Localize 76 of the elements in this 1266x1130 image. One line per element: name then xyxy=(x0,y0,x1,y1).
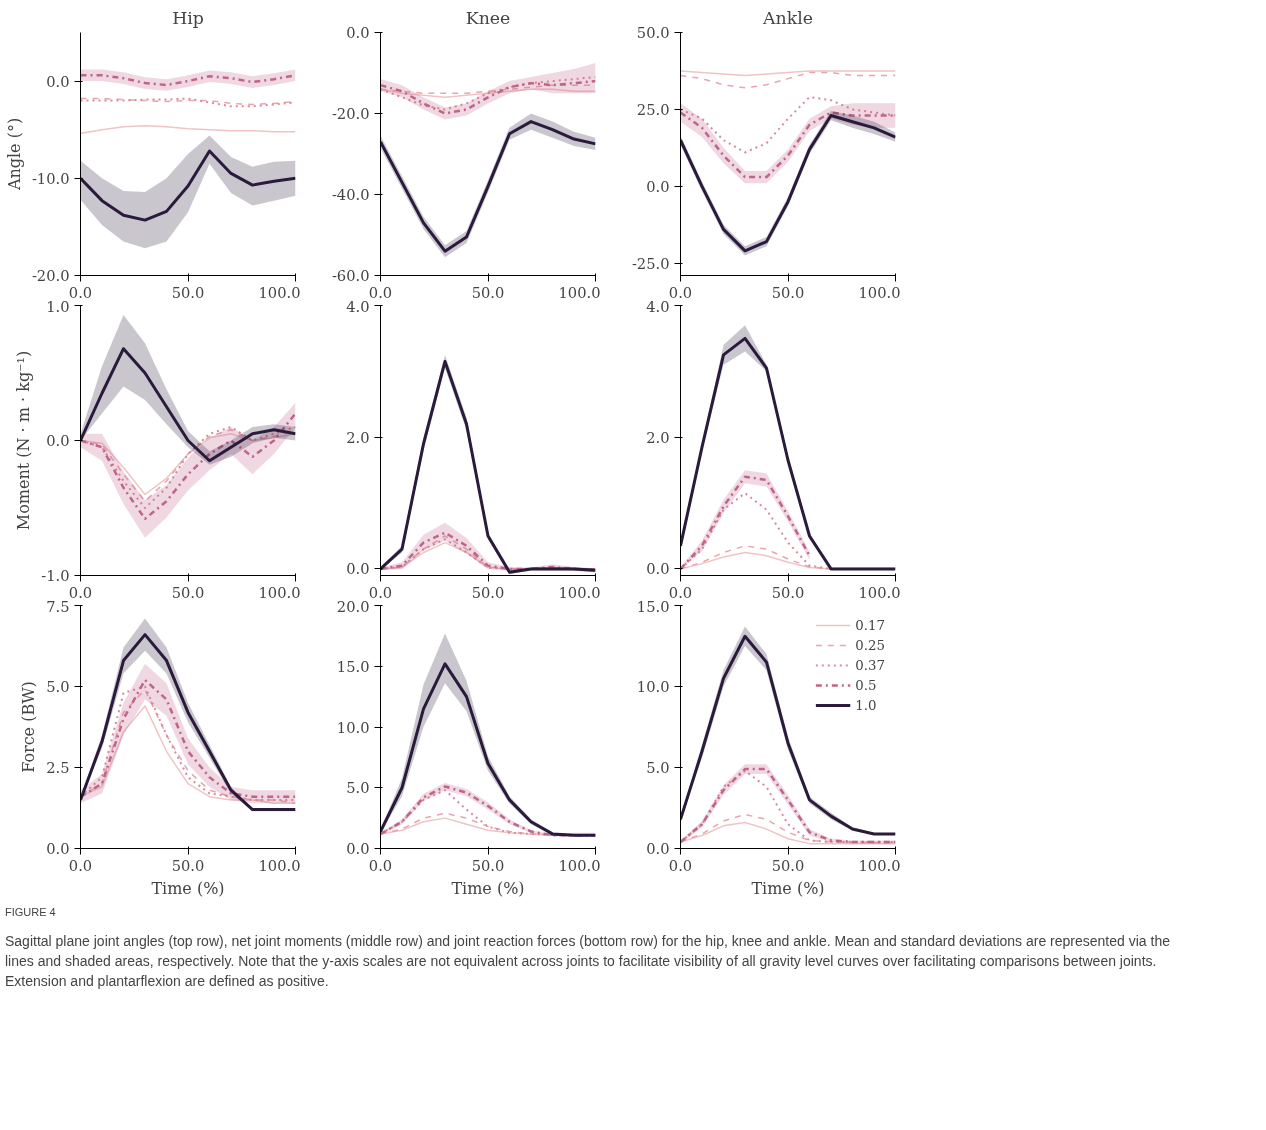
x-tick-label: 100.0 xyxy=(858,856,901,874)
x-tick-label: 0.0 xyxy=(668,283,693,301)
y-tick-label: 2.5 xyxy=(46,759,70,776)
x-tick-label: 100.0 xyxy=(258,583,301,601)
chart-title: Hip xyxy=(172,7,204,28)
legend-label: 0.37 xyxy=(855,657,885,673)
x-tick-label: 0.0 xyxy=(68,283,93,301)
x-tick-label: 50.0 xyxy=(171,283,205,301)
x-tick-label: 100.0 xyxy=(558,583,601,601)
y-tick-label: -1.0 xyxy=(41,567,70,584)
x-tick-label: 0.0 xyxy=(368,583,393,601)
y-tick-label: 5.0 xyxy=(46,678,70,695)
y-tick-label: 4.0 xyxy=(646,297,670,315)
y-tick-label: 15.0 xyxy=(336,657,370,675)
x-tick-label: 100.0 xyxy=(858,583,901,601)
caption: FIGURE 4 xyxy=(5,905,56,920)
x-tick-label: 0.0 xyxy=(68,856,93,874)
x-tick-label: 0.0 xyxy=(668,856,693,874)
y-tick-label: 0.0 xyxy=(346,840,370,857)
x-tick-label: 50.0 xyxy=(171,856,205,874)
x-tick-label: 0.0 xyxy=(668,583,693,601)
x-tick-label: 50.0 xyxy=(471,583,505,601)
y-tick-label: 0.0 xyxy=(646,560,670,578)
x-axis-title: Time (%) xyxy=(451,878,525,898)
legend-label: 0.5 xyxy=(855,677,877,693)
x-tick-label: 100.0 xyxy=(258,856,301,874)
x-tick-label: 50.0 xyxy=(771,283,805,301)
legend-label: 0.17 xyxy=(855,617,885,633)
y-tick-label: 7.5 xyxy=(46,597,70,615)
y-axis-title: Moment (N · m · kg⁻¹) xyxy=(14,350,34,531)
y-tick-label: 2.0 xyxy=(646,428,670,446)
y-tick-label: 0.0 xyxy=(346,560,370,578)
x-axis-title: Time (%) xyxy=(751,878,825,898)
y-tick-label: 1.0 xyxy=(46,297,70,315)
y-tick-label: 0.0 xyxy=(46,840,70,857)
x-tick-label: 50.0 xyxy=(471,283,505,301)
y-tick-label: 5.0 xyxy=(646,759,670,776)
chart-title: Knee xyxy=(465,7,511,28)
x-tick-label: 50.0 xyxy=(771,583,805,601)
y-tick-label: 50.0 xyxy=(636,24,670,41)
y-tick-label: 0.0 xyxy=(646,177,670,195)
y-tick-label: 15.0 xyxy=(636,597,670,615)
x-tick-label: 50.0 xyxy=(171,583,205,601)
y-tick-label: 0.0 xyxy=(646,840,670,857)
y-tick-label: 20.0 xyxy=(336,597,370,615)
y-tick-label: 10.0 xyxy=(336,718,370,736)
y-tick-label: 0.0 xyxy=(346,24,370,41)
y-tick-label: -25.0 xyxy=(631,254,670,272)
y-tick-label: -20.0 xyxy=(31,267,70,284)
legend-label: 1.0 xyxy=(855,697,877,713)
legend-label: 0.25 xyxy=(855,637,885,653)
y-tick-label: 0.0 xyxy=(46,72,70,90)
y-axis-title: Angle (°) xyxy=(4,117,24,192)
y-tick-label: 0.0 xyxy=(46,432,70,449)
y-tick-label: 10.0 xyxy=(636,678,670,695)
y-tick-label: 5.0 xyxy=(346,779,370,797)
x-tick-label: 0.0 xyxy=(368,283,393,301)
x-tick-label: 0.0 xyxy=(368,856,393,874)
y-tick-label: -40.0 xyxy=(331,186,370,203)
x-tick-label: 50.0 xyxy=(471,856,505,874)
y-tick-label: -10.0 xyxy=(31,169,70,187)
y-axis-title: Force (BW) xyxy=(19,681,39,773)
x-tick-label: 50.0 xyxy=(771,856,805,874)
chart-title: Ankle xyxy=(762,7,813,28)
x-tick-label: 0.0 xyxy=(68,583,93,601)
y-tick-label: 2.0 xyxy=(346,428,370,446)
y-tick-label: 4.0 xyxy=(346,297,370,315)
y-tick-label: -20.0 xyxy=(331,105,370,122)
y-tick-label: 25.0 xyxy=(636,100,670,118)
x-tick-label: 100.0 xyxy=(558,283,601,301)
text: Sagittal plane joint angles (top row), net joint moments (middle row) and joint reaction forces (bottom row) for the hip, knee and ankle. Mean and standard deviations are represented via the lines and shaded areas, respectively. Note that the y-axis scales are not equivalent across joints to facilitate visibility of all gravity level curves over facilitating comparisons between joints. Extension and plantarflexion are defined as positive. xyxy=(5,931,1171,991)
x-tick-label: 100.0 xyxy=(858,283,901,301)
x-tick-label: 100.0 xyxy=(258,283,301,301)
x-tick-label: 100.0 xyxy=(558,856,601,874)
x-axis-title: Time (%) xyxy=(151,878,225,898)
y-tick-label: -60.0 xyxy=(331,267,370,284)
